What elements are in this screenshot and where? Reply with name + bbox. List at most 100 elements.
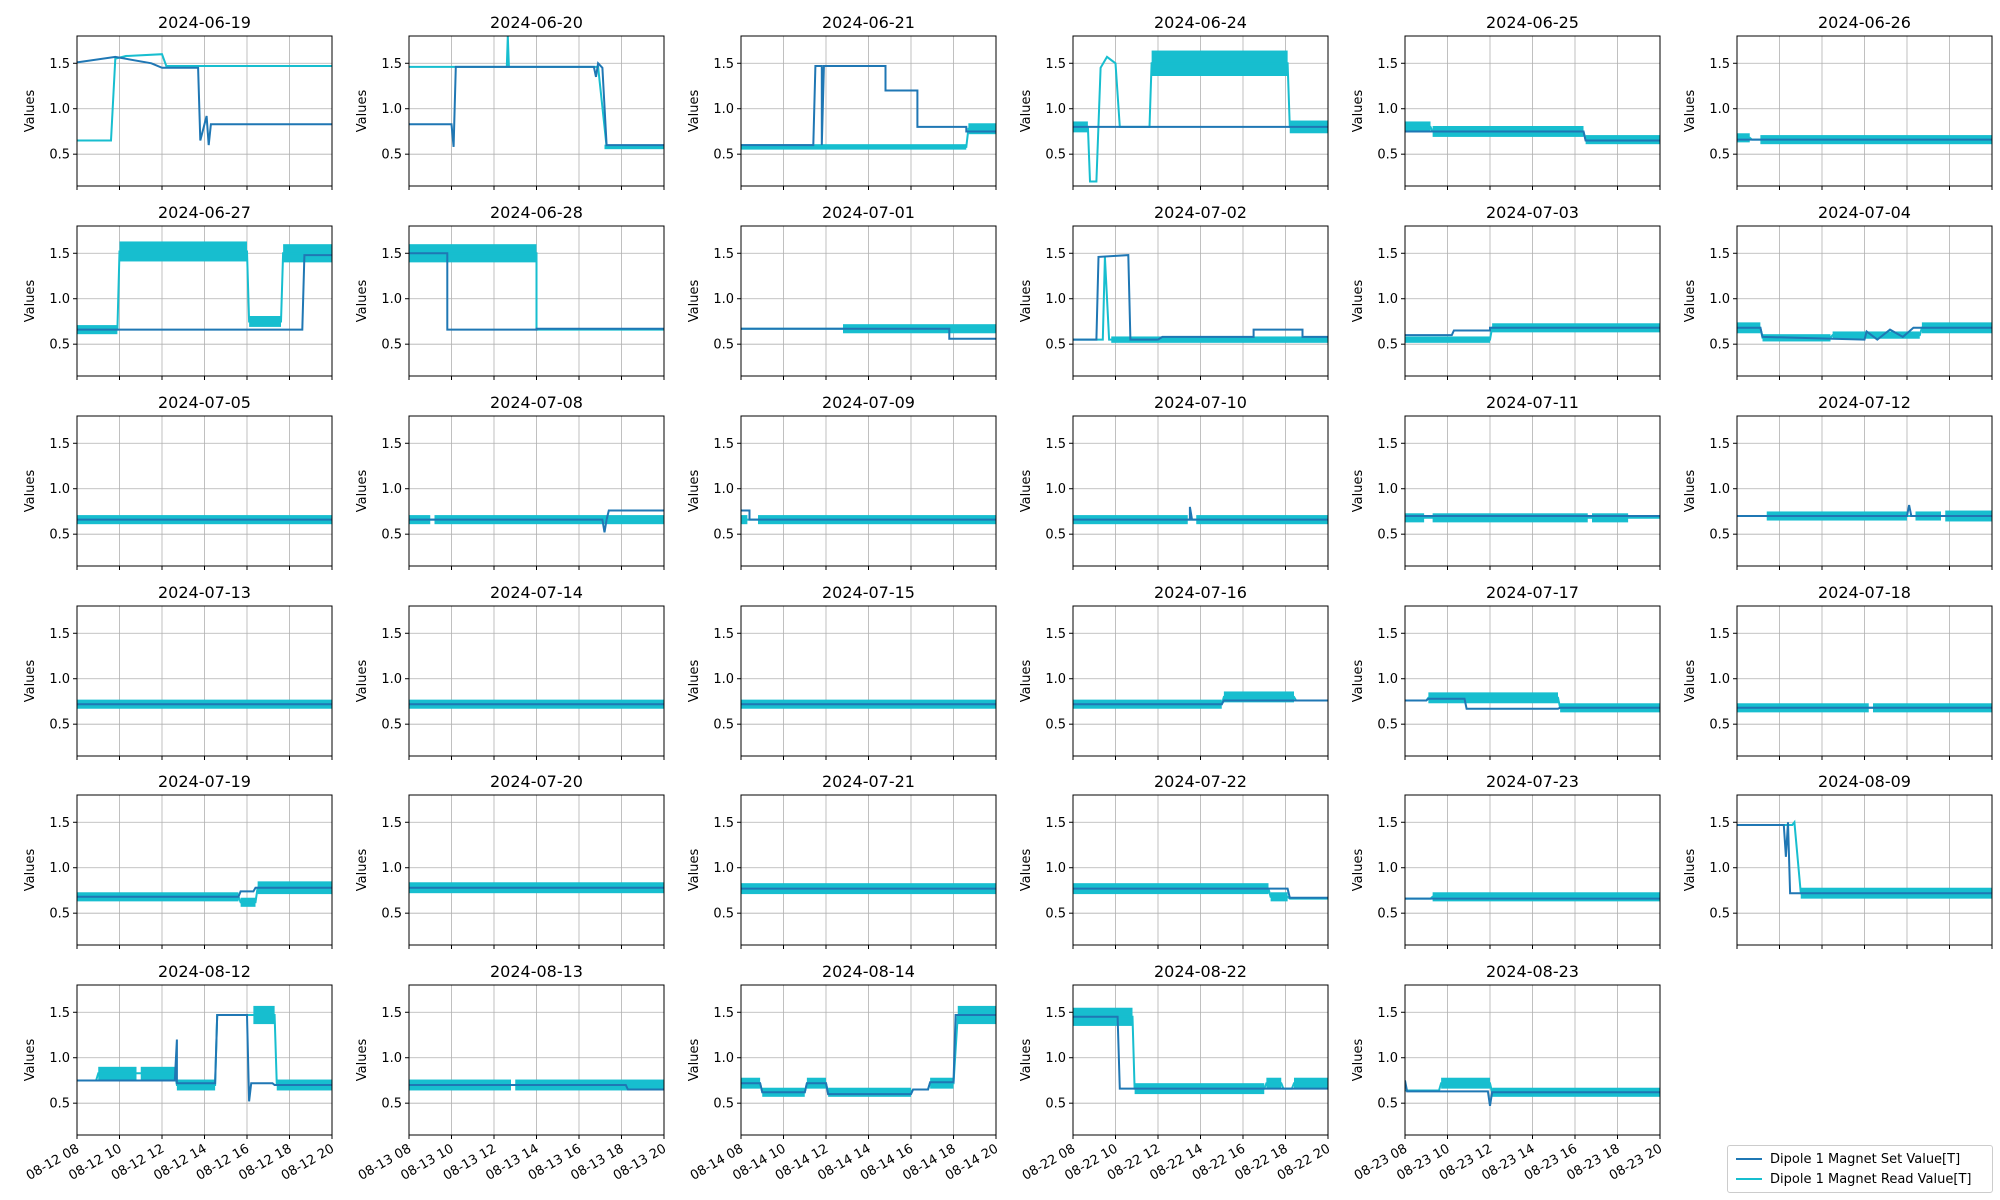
panel-title: 2024-08-12 [158, 962, 251, 981]
y-axis-label: Values [687, 280, 702, 323]
panel-2024-07-09: 2024-07-09 0.5 1.0 1.5 Values [687, 393, 997, 570]
y-tick-label: 0.5 [1045, 148, 1066, 163]
panel-title: 2024-08-22 [1154, 962, 1247, 981]
y-axis-label: Values [1351, 849, 1366, 892]
panel-title: 2024-06-20 [490, 13, 583, 32]
panel-data [1405, 121, 1660, 145]
panel-data [741, 699, 996, 709]
panel-title: 2024-06-25 [1486, 13, 1579, 32]
y-tick-label: 1.0 [381, 672, 402, 687]
y-tick-label: 0.5 [713, 528, 734, 543]
panel-2024-06-26: 2024-06-26 0.5 1.0 1.5 Values [1683, 13, 1993, 190]
y-tick-label: 1.5 [713, 247, 734, 262]
y-tick-label: 1.0 [1045, 1051, 1066, 1066]
panel-2024-07-17: 2024-07-17 0.5 1.0 1.5 Values [1351, 583, 1661, 760]
y-tick-label: 1.5 [1377, 1006, 1398, 1021]
legend-label-set: Dipole 1 Magnet Set Value[T] [1770, 1151, 1961, 1167]
y-tick-label: 1.0 [49, 482, 70, 497]
panel-data [1737, 703, 1992, 713]
panel-title: 2024-07-18 [1818, 583, 1911, 602]
panel-title: 2024-07-02 [1154, 203, 1247, 222]
panel-title: 2024-08-14 [822, 962, 915, 981]
y-axis-label: Values [1019, 90, 1034, 133]
y-tick-label: 1.0 [381, 292, 402, 307]
series-set-line [77, 55, 332, 146]
panel-data [1073, 50, 1328, 183]
panel-2024-08-09: 2024-08-09 0.5 1.0 1.5 Values [1683, 772, 1993, 949]
panel-2024-06-21: 2024-06-21 0.5 1.0 1.5 Values [687, 13, 997, 190]
y-tick-label: 1.0 [713, 672, 734, 687]
legend-entry-set: Dipole 1 Magnet Set Value[T] [1736, 1149, 1984, 1169]
y-tick-label: 0.5 [381, 907, 402, 922]
y-tick-label: 0.5 [1377, 338, 1398, 353]
panel-title: 2024-06-21 [822, 13, 915, 32]
y-axis-label: Values [687, 470, 702, 513]
y-axis-label: Values [1019, 1039, 1034, 1082]
series-set-line [1405, 130, 1660, 142]
panel-2024-07-18: 2024-07-18 0.5 1.0 1.5 Values [1683, 583, 1993, 760]
y-axis-label: Values [23, 470, 38, 513]
y-axis-label: Values [687, 849, 702, 892]
panel-data [409, 882, 664, 894]
y-tick-label: 1.5 [1045, 437, 1066, 452]
legend-swatch-read [1736, 1178, 1762, 1180]
panel-data [77, 53, 332, 146]
y-tick-label: 1.5 [49, 1006, 70, 1021]
y-tick-label: 1.0 [1045, 292, 1066, 307]
y-tick-label: 0.5 [49, 1097, 70, 1112]
panel-title: 2024-07-10 [1154, 393, 1247, 412]
y-tick-label: 1.0 [381, 861, 402, 876]
y-tick-label: 1.0 [381, 1051, 402, 1066]
y-axis-label: Values [23, 849, 38, 892]
panel-data [1073, 254, 1328, 343]
panel-title: 2024-06-28 [490, 203, 583, 222]
y-tick-label: 1.5 [1377, 57, 1398, 72]
panel-data [77, 515, 332, 525]
series-set-line [1737, 326, 1992, 341]
y-axis-label: Values [355, 1039, 370, 1082]
y-tick-label: 0.5 [713, 1097, 734, 1112]
y-axis-label: Values [355, 90, 370, 133]
series-set-line [1073, 1015, 1328, 1090]
panel-data [1737, 133, 1992, 145]
series-set-line [1405, 697, 1660, 710]
panel-title: 2024-07-20 [490, 772, 583, 791]
panel-title: 2024-07-16 [1154, 583, 1247, 602]
legend-label-read: Dipole 1 Magnet Read Value[T] [1770, 1171, 1972, 1187]
panel-title: 2024-07-03 [1486, 203, 1579, 222]
series-set-line [77, 1014, 332, 1102]
legend: Dipole 1 Magnet Set Value[T] Dipole 1 Ma… [1727, 1145, 1993, 1193]
panel-2024-07-20: 2024-07-20 0.5 1.0 1.5 Values [355, 772, 665, 949]
y-tick-label: 1.5 [1377, 816, 1398, 831]
y-tick-label: 0.5 [713, 718, 734, 733]
panel-data [741, 324, 996, 340]
panel-title: 2024-07-22 [1154, 772, 1247, 791]
panel-2024-07-11: 2024-07-11 0.5 1.0 1.5 Values [1351, 393, 1661, 570]
y-tick-label: 0.5 [1377, 528, 1398, 543]
panel-data [1405, 1077, 1660, 1107]
y-tick-label: 1.0 [1709, 102, 1730, 117]
panel-data [1737, 504, 1992, 522]
y-tick-label: 1.0 [49, 292, 70, 307]
y-axis-label: Values [687, 1039, 702, 1082]
panel-data [741, 509, 996, 525]
series-read-line [77, 250, 332, 331]
y-axis-label: Values [1683, 849, 1698, 892]
y-tick-label: 1.5 [381, 816, 402, 831]
panel-title: 2024-07-14 [490, 583, 583, 602]
y-tick-label: 1.0 [1709, 292, 1730, 307]
panel-title: 2024-07-11 [1486, 393, 1579, 412]
y-axis-label: Values [23, 90, 38, 133]
y-tick-label: 1.5 [713, 437, 734, 452]
panel-title: 2024-07-15 [822, 583, 915, 602]
panel-data [1405, 513, 1660, 523]
panel-2024-07-13: 2024-07-13 0.5 1.0 1.5 Values [23, 583, 333, 760]
y-tick-label: 1.0 [49, 861, 70, 876]
y-tick-label: 1.5 [1709, 627, 1730, 642]
panel-data [1073, 1007, 1328, 1095]
panel-2024-06-25: 2024-06-25 0.5 1.0 1.5 Values [1351, 13, 1661, 190]
series-set-line [77, 886, 332, 898]
y-tick-label: 1.0 [1045, 861, 1066, 876]
